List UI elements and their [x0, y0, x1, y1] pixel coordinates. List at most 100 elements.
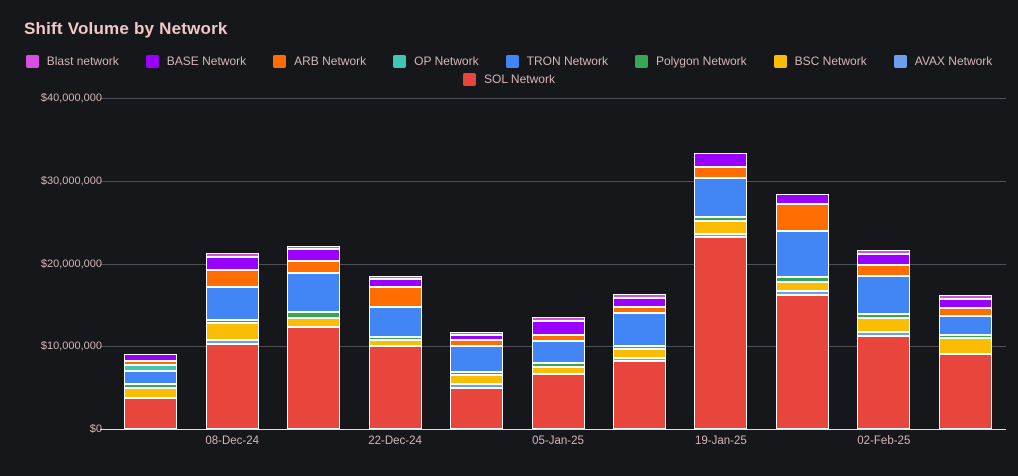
bar-segment-bsc-network[interactable]: [612, 349, 666, 358]
bar-segment-polygon-network[interactable]: [694, 216, 748, 222]
bar-segment-arb-network[interactable]: [205, 269, 259, 288]
bar-segment-bsc-network[interactable]: [694, 221, 748, 234]
bar-segment-blast-network[interactable]: [368, 275, 422, 280]
bar-segment-arb-network[interactable]: [287, 261, 341, 274]
bar-segment-avax-network[interactable]: [857, 332, 911, 336]
bar-segment-tron-network[interactable]: [368, 307, 422, 337]
bar-segment-tron-network[interactable]: [450, 346, 504, 372]
bar-week-6[interactable]: [531, 317, 585, 429]
bar-segment-polygon-network[interactable]: [612, 345, 666, 350]
bar-segment-avax-network[interactable]: [205, 339, 259, 344]
bar-week-11[interactable]: [938, 295, 992, 429]
bar-segment-arb-network[interactable]: [694, 167, 748, 178]
bar-segment-sol-network[interactable]: [205, 343, 259, 429]
bar-segment-polygon-network[interactable]: [450, 371, 504, 376]
bar-segment-avax-network[interactable]: [775, 291, 829, 295]
legend-item-sol-network[interactable]: SOL Network: [463, 72, 555, 86]
legend-item-bsc-network[interactable]: BSC Network: [773, 54, 867, 68]
legend-item-arb-network[interactable]: ARB Network: [273, 54, 366, 68]
bar-segment-arb-network[interactable]: [775, 204, 829, 231]
bar-segment-blast-network[interactable]: [205, 253, 259, 257]
bar-segment-blast-network[interactable]: [857, 250, 911, 254]
bar-segment-sol-network[interactable]: [124, 398, 178, 429]
bar-segment-tron-network[interactable]: [531, 341, 585, 364]
bar-segment-bsc-network[interactable]: [450, 375, 504, 385]
bar-segment-bsc-network[interactable]: [775, 282, 829, 292]
bar-segment-tron-network[interactable]: [287, 273, 341, 312]
bar-segment-base-network[interactable]: [287, 249, 341, 262]
bar-week-7[interactable]: [612, 294, 666, 429]
bar-segment-polygon-network[interactable]: [938, 334, 992, 339]
bar-segment-tron-network[interactable]: [775, 230, 829, 277]
bar-segment-bsc-network[interactable]: [531, 366, 585, 374]
legend-item-polygon-network[interactable]: Polygon Network: [634, 54, 747, 68]
bar-segment-tron-network[interactable]: [857, 276, 911, 315]
bar-segment-sol-network[interactable]: [775, 294, 829, 429]
bar-segment-tron-network[interactable]: [938, 315, 992, 335]
bar-week-10[interactable]: [857, 250, 911, 429]
bar-segment-bsc-network[interactable]: [205, 323, 259, 340]
bar-segment-tron-network[interactable]: [124, 370, 178, 385]
bar-segment-polygon-network[interactable]: [368, 336, 422, 341]
bar-segment-tron-network[interactable]: [205, 287, 259, 320]
bar-segment-blast-network[interactable]: [531, 317, 585, 321]
bar-segment-base-network[interactable]: [368, 279, 422, 288]
bar-segment-arb-network[interactable]: [857, 265, 911, 277]
bar-week-9[interactable]: [775, 193, 829, 429]
bar-segment-base-network[interactable]: [857, 253, 911, 266]
bar-week-3[interactable]: [287, 245, 341, 429]
bar-segment-bsc-network[interactable]: [368, 340, 422, 347]
legend-item-tron-network[interactable]: TRON Network: [505, 54, 608, 68]
bar-segment-sol-network[interactable]: [531, 373, 585, 429]
bar-segment-polygon-network[interactable]: [857, 314, 911, 318]
bar-segment-base-network[interactable]: [531, 320, 585, 335]
bar-segment-polygon-network[interactable]: [124, 384, 178, 388]
bar-segment-sol-network[interactable]: [368, 346, 422, 429]
bar-segment-tron-network[interactable]: [612, 312, 666, 346]
bar-segment-sol-network[interactable]: [612, 361, 666, 429]
bar-segment-polygon-network[interactable]: [531, 363, 585, 367]
bar-segment-blast-network[interactable]: [938, 295, 992, 299]
bar-segment-polygon-network[interactable]: [205, 319, 259, 324]
bar-segment-arb-network[interactable]: [938, 308, 992, 316]
bar-week-4[interactable]: [368, 275, 422, 429]
bar-segment-bsc-network[interactable]: [857, 317, 911, 332]
bar-segment-bsc-network[interactable]: [124, 387, 178, 399]
bar-week-2[interactable]: [205, 253, 259, 429]
bar-segment-bsc-network[interactable]: [938, 338, 992, 354]
bar-segment-base-network[interactable]: [775, 193, 829, 205]
bar-segment-arb-network[interactable]: [612, 306, 666, 313]
bar-segment-sol-network[interactable]: [694, 237, 748, 429]
bar-segment-arb-network[interactable]: [368, 287, 422, 308]
bar-segment-avax-network[interactable]: [450, 384, 504, 388]
bar-segment-base-network[interactable]: [694, 153, 748, 168]
bar-segment-base-network[interactable]: [205, 256, 259, 270]
bar-segment-base-network[interactable]: [124, 353, 178, 361]
bar-segment-sol-network[interactable]: [287, 327, 341, 429]
bar-segment-blast-network[interactable]: [450, 331, 504, 336]
bar-segment-blast-network[interactable]: [287, 245, 341, 250]
bar-segment-avax-network[interactable]: [612, 357, 666, 362]
bar-segment-polygon-network[interactable]: [287, 311, 341, 318]
legend-item-op-network[interactable]: OP Network: [393, 54, 479, 68]
bar-week-8[interactable]: [694, 153, 748, 429]
legend-item-blast-network[interactable]: Blast network: [25, 54, 119, 68]
legend-item-base-network[interactable]: BASE Network: [145, 54, 246, 68]
bar-segment-arb-network[interactable]: [531, 334, 585, 342]
bar-segment-arb-network[interactable]: [450, 339, 504, 347]
bar-segment-base-network[interactable]: [612, 297, 666, 307]
bar-segment-sol-network[interactable]: [938, 353, 992, 429]
bar-week-1[interactable]: [124, 353, 178, 429]
bar-segment-arb-network[interactable]: [124, 360, 178, 365]
bar-segment-avax-network[interactable]: [694, 233, 748, 238]
bar-segment-blast-network[interactable]: [612, 294, 666, 298]
bar-segment-base-network[interactable]: [938, 298, 992, 309]
bar-segment-op-network[interactable]: [124, 364, 178, 371]
bar-segment-base-network[interactable]: [450, 335, 504, 340]
bar-segment-sol-network[interactable]: [450, 387, 504, 429]
bar-segment-bsc-network[interactable]: [287, 317, 341, 328]
legend-item-avax-network[interactable]: AVAX Network: [893, 54, 992, 68]
bar-segment-tron-network[interactable]: [694, 177, 748, 217]
bar-segment-sol-network[interactable]: [857, 335, 911, 429]
bar-week-5[interactable]: [450, 331, 504, 429]
